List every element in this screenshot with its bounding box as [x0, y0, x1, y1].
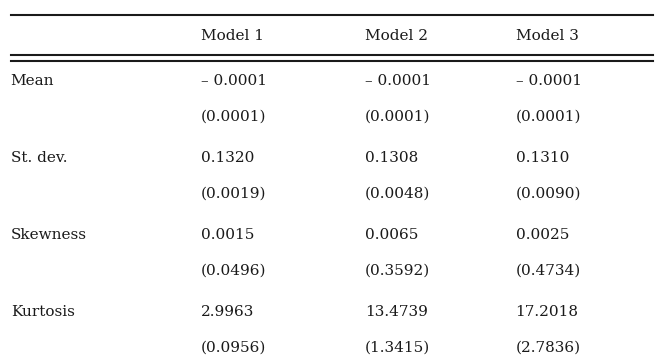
Text: 2.9963: 2.9963	[201, 305, 254, 319]
Text: Kurtosis: Kurtosis	[11, 305, 74, 319]
Text: 0.0025: 0.0025	[515, 228, 569, 242]
Text: 0.0015: 0.0015	[201, 228, 254, 242]
Text: (0.0048): (0.0048)	[365, 186, 430, 200]
Text: 17.2018: 17.2018	[515, 305, 578, 319]
Text: 13.4739: 13.4739	[365, 305, 428, 319]
Text: Skewness: Skewness	[11, 228, 87, 242]
Text: (0.0001): (0.0001)	[515, 109, 581, 123]
Text: (0.0496): (0.0496)	[201, 263, 266, 277]
Text: Model 2: Model 2	[365, 29, 428, 43]
Text: – 0.0001: – 0.0001	[515, 74, 582, 88]
Text: 0.0065: 0.0065	[365, 228, 418, 242]
Text: 0.1310: 0.1310	[515, 151, 569, 165]
Text: Model 3: Model 3	[515, 29, 578, 43]
Text: St. dev.: St. dev.	[11, 151, 67, 165]
Text: Mean: Mean	[11, 74, 54, 88]
Text: (0.0019): (0.0019)	[201, 186, 266, 200]
Text: (0.0001): (0.0001)	[365, 109, 430, 123]
Text: – 0.0001: – 0.0001	[201, 74, 267, 88]
Text: (0.0956): (0.0956)	[201, 340, 266, 354]
Text: – 0.0001: – 0.0001	[365, 74, 431, 88]
Text: 0.1320: 0.1320	[201, 151, 254, 165]
Text: Model 1: Model 1	[201, 29, 264, 43]
Text: (0.0090): (0.0090)	[515, 186, 581, 200]
Text: (0.0001): (0.0001)	[201, 109, 266, 123]
Text: (0.3592): (0.3592)	[365, 263, 430, 277]
Text: (0.4734): (0.4734)	[515, 263, 581, 277]
Text: 0.1308: 0.1308	[365, 151, 418, 165]
Text: (1.3415): (1.3415)	[365, 340, 430, 354]
Text: (2.7836): (2.7836)	[515, 340, 581, 354]
